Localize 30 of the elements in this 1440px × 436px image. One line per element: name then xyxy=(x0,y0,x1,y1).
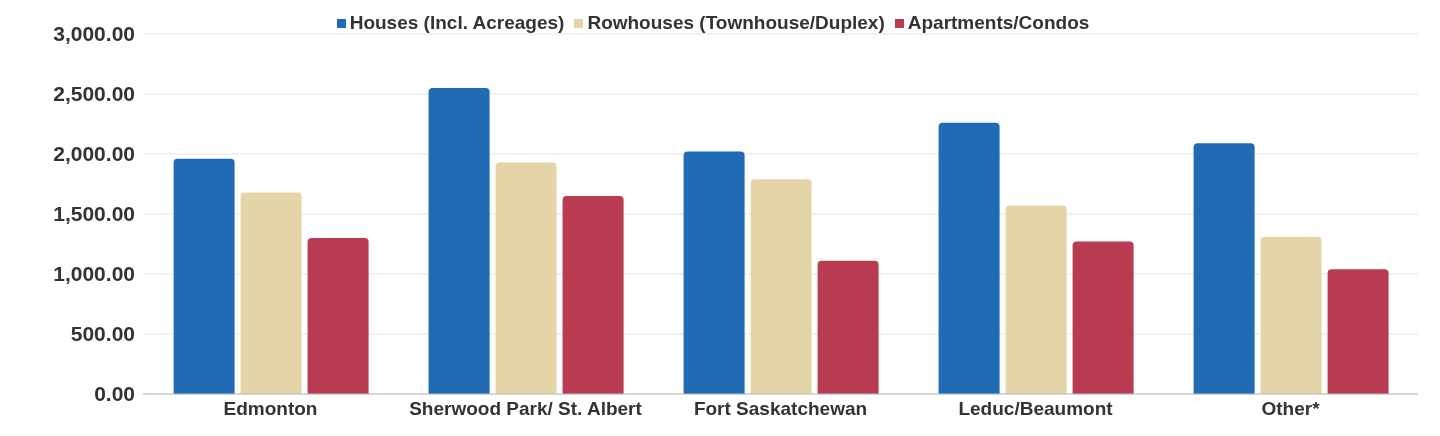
y-tick-label: 1,500.00 xyxy=(53,202,135,226)
bar xyxy=(750,179,812,394)
bar xyxy=(173,158,235,394)
y-tick-label: 0.00 xyxy=(94,382,135,406)
bar xyxy=(1193,143,1255,394)
y-tick-label: 2,000.00 xyxy=(53,142,135,166)
bar xyxy=(240,192,302,394)
bar xyxy=(495,162,557,394)
x-tick-label: Edmonton xyxy=(223,398,318,420)
y-tick-label: 1,000.00 xyxy=(53,262,135,286)
bar xyxy=(683,151,745,394)
legend-label: Houses (Incl. Acreages) xyxy=(349,12,565,33)
y-tick-label: 3,000.00 xyxy=(53,22,135,46)
bar xyxy=(817,260,879,394)
bar xyxy=(307,238,369,394)
legend-label: Apartments/Condos xyxy=(907,12,1090,33)
bar xyxy=(1005,205,1067,394)
y-tick-label: 500.00 xyxy=(70,322,135,346)
x-tick-label: Fort Saskatchewan xyxy=(693,398,868,420)
bar xyxy=(938,122,1000,394)
bar xyxy=(1072,241,1134,394)
bar xyxy=(1260,236,1322,394)
x-tick-label: Sherwood Park/ St. Albert xyxy=(409,398,643,420)
bar xyxy=(562,196,624,394)
x-tick-label: Leduc/Beaumont xyxy=(958,398,1114,420)
legend-label: Rowhouses (Townhouse/Duplex) xyxy=(587,12,885,33)
bar xyxy=(428,88,490,394)
y-tick-label: 2,500.00 xyxy=(53,82,135,106)
bar xyxy=(1327,269,1389,394)
x-tick-label: Other* xyxy=(1261,398,1321,420)
